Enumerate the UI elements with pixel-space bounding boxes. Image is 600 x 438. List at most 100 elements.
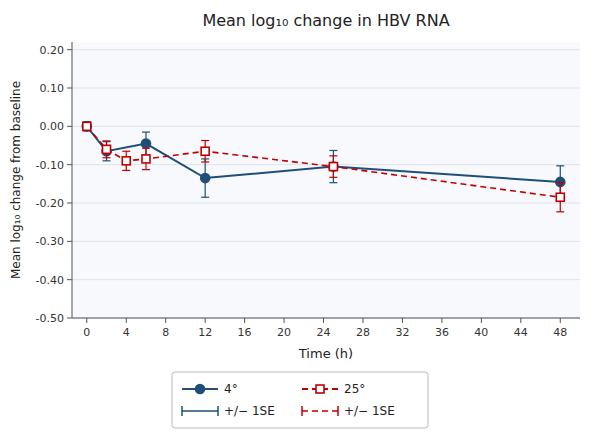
series <box>82 122 564 198</box>
series <box>83 122 564 211</box>
tick-label: 24 <box>317 326 331 339</box>
legend-label: +/− 1SE <box>344 404 395 418</box>
error-bar <box>329 156 337 177</box>
tick-label: 40 <box>474 326 488 339</box>
tick-mark <box>67 88 72 89</box>
grid-line <box>72 279 580 280</box>
legend-label: 4° <box>224 382 238 396</box>
tick-mark <box>284 318 285 323</box>
error-bar-cap <box>329 150 337 151</box>
chart: Mean log₁₀ change in HBV RNA-0.50-0.40-0… <box>0 0 600 438</box>
grid-line <box>72 49 580 50</box>
tick-label: 12 <box>198 326 212 339</box>
grid-line <box>72 88 580 89</box>
tick-mark <box>205 318 206 323</box>
error-bar-cap <box>556 182 564 183</box>
tick-mark <box>481 318 482 323</box>
grid-line <box>72 126 580 127</box>
tick-mark <box>520 318 521 323</box>
tick-label: 4 <box>123 326 130 339</box>
y-axis: -0.50 -0.40 -0.30 -0.20 -0.10 0.00 0.10 0.20 <box>36 44 580 325</box>
legend-error-line <box>302 410 338 412</box>
tick-mark <box>244 318 245 323</box>
tick-label: -0.40 <box>36 274 64 287</box>
tick-label: 0.20 <box>40 44 65 57</box>
legend-error-cap <box>217 406 219 416</box>
point <box>142 155 150 163</box>
tick-label: 0.10 <box>40 82 65 95</box>
legend-error-cap <box>301 406 303 416</box>
tick-label: -0.10 <box>36 159 64 172</box>
error-bar-cap <box>556 165 564 166</box>
error-bar <box>201 141 209 162</box>
legend-marker <box>316 385 324 393</box>
error-bar <box>142 148 150 169</box>
error-bar-cap <box>122 170 130 171</box>
grid-line <box>72 241 580 242</box>
tick-label: -0.20 <box>36 197 64 210</box>
tick-label: 36 <box>435 326 449 339</box>
error-bar-cap <box>201 140 209 141</box>
error-bar <box>83 122 91 131</box>
error-bar-cap <box>142 148 150 149</box>
tick-label: 0.00 <box>40 120 65 133</box>
tick-mark <box>67 49 72 50</box>
tick-label: 0 <box>83 326 90 339</box>
point <box>83 122 91 130</box>
tick-label: -0.50 <box>36 312 64 325</box>
error-bar-cap <box>103 160 111 161</box>
x-axis-label: Time (h) <box>298 346 353 361</box>
x-axis-line <box>72 318 580 319</box>
y-axis-line <box>72 42 73 318</box>
series-line <box>87 126 560 182</box>
data-area <box>82 122 564 212</box>
error-bar <box>122 151 130 170</box>
error-bar <box>103 141 111 158</box>
tick-mark <box>402 318 403 323</box>
tick-mark <box>67 318 72 319</box>
error-bar <box>83 123 91 131</box>
y-axis-label: Mean log₁₀ change from baseline <box>9 81 23 279</box>
legend-label: +/− 1SE <box>224 404 275 418</box>
point <box>103 145 111 153</box>
tick-mark <box>67 164 72 165</box>
grid-line <box>72 203 580 204</box>
tick-mark <box>67 203 72 204</box>
point <box>329 162 338 171</box>
error-bar <box>556 183 564 212</box>
error-bar <box>201 159 209 197</box>
tick-label: 28 <box>356 326 370 339</box>
tick-mark <box>67 126 72 127</box>
tick-mark <box>165 318 166 323</box>
point <box>556 193 564 201</box>
point <box>201 147 209 155</box>
tick-label: 20 <box>277 326 291 339</box>
legend-error-cap <box>337 406 339 416</box>
legend: 4° +/− 1SE 25° +/− 1SE <box>172 372 428 428</box>
grid-line <box>72 318 580 319</box>
error-bar-cap <box>142 169 150 170</box>
error-bar-cap <box>142 131 150 132</box>
tick-mark <box>362 318 363 323</box>
tick-label: 16 <box>238 326 252 339</box>
x-axis: 04812162024283236404448 <box>83 318 567 339</box>
series-line <box>87 126 560 197</box>
error-bar-cap <box>201 197 209 198</box>
tick-mark <box>126 318 127 323</box>
legend-label: 25° <box>344 382 365 396</box>
error-bar-cap <box>122 151 130 152</box>
legend-box <box>172 372 428 428</box>
error-bar-cap <box>556 211 564 212</box>
tick-label: 48 <box>553 326 567 339</box>
error-bar-cap <box>329 177 337 178</box>
title: Mean log₁₀ change in HBV RNA <box>202 11 449 30</box>
tick-label: -0.30 <box>36 235 64 248</box>
point <box>82 122 91 131</box>
legend-error-line <box>182 410 218 412</box>
tick-label: 32 <box>395 326 409 339</box>
tick-mark <box>560 318 561 323</box>
point <box>122 157 130 165</box>
point <box>329 163 337 171</box>
tick-label: 44 <box>514 326 528 339</box>
error-bar <box>329 150 337 182</box>
